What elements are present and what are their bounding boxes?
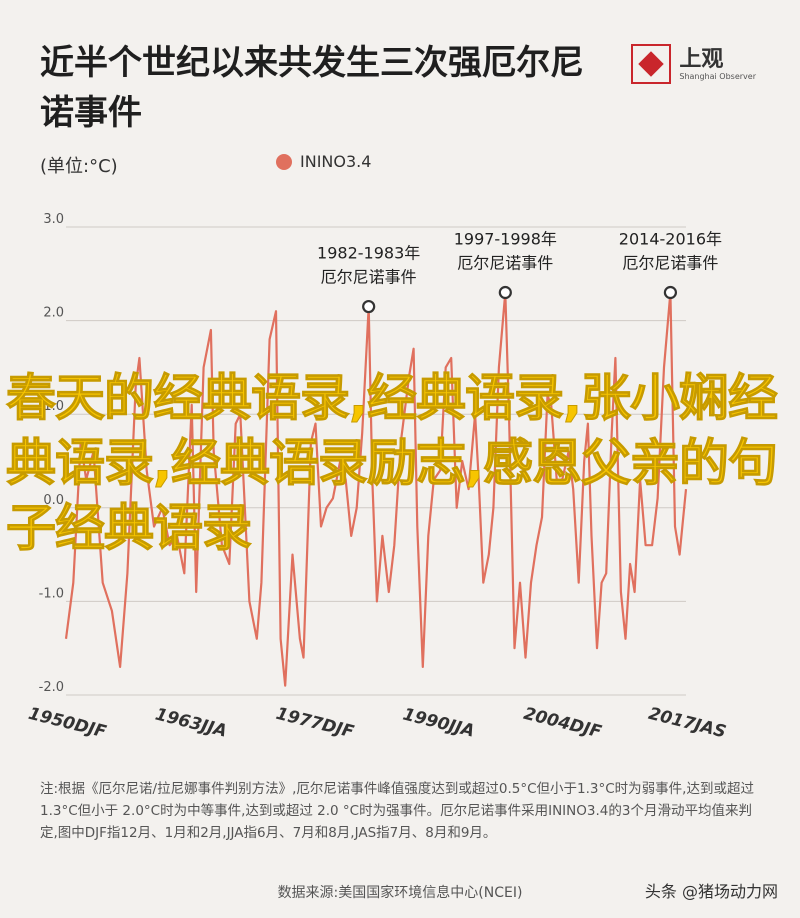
legend-marker <box>276 153 292 170</box>
line-chart: 3.0 2.0 1.0 0.0 -1.0 -2.0 1950DJF 1963JJA 1977D… <box>26 212 728 743</box>
overlay-watermark-text: 春天的经典语录,经典语录,张小娴经典语录,经典语录励志,感恩父亲的句子经典语录 <box>6 369 779 558</box>
annotation-period: 1997-1998年 <box>454 230 557 249</box>
peak-marker <box>663 285 678 300</box>
annotation-period: 1982-1983年 <box>317 244 420 263</box>
data-source: 数据来源:美国国家环境信息中心(NCEI) <box>277 885 523 901</box>
series-group <box>64 291 688 687</box>
y-tick-label: 1.0 <box>43 399 64 414</box>
legend: ININO3.4 <box>276 152 371 171</box>
peak-marker <box>498 285 512 300</box>
y-axis-ticks: 3.0 2.0 1.0 0.0 -1.0 -2.0 <box>39 212 64 695</box>
x-tick-label: 1990JJA <box>401 705 477 742</box>
legend-label: ININO3.4 <box>300 152 372 171</box>
chart-title: 近半个世纪以来共发生三次强厄尔尼诺事件 <box>40 43 584 133</box>
annotation-event: 厄尔尼诺事件 <box>622 254 718 273</box>
y-tick-label: 2.0 <box>43 306 64 321</box>
y-tick-label: -1.0 <box>39 586 64 601</box>
platform-caption: 头条 @猪场动力网 <box>644 882 778 901</box>
x-tick-label: 1963JJA <box>153 705 229 742</box>
shanghai-observer-logo-icon <box>631 44 672 84</box>
unit-label: (单位:°C) <box>40 156 118 177</box>
annotation-period: 2014-2016年 <box>619 230 722 249</box>
brand-name: 上观 <box>679 46 724 72</box>
x-tick-label: 2004DJF <box>522 704 604 743</box>
series-line-ININO3.4 <box>64 291 688 687</box>
annotation-event: 厄尔尼诺事件 <box>457 254 553 273</box>
x-tick-label: 1977DJF <box>274 704 356 743</box>
y-tick-label: -2.0 <box>39 680 64 695</box>
brand-logo-block: 上观 Shanghai Observer <box>631 44 756 84</box>
x-tick-label: 2017JAS <box>646 704 728 743</box>
y-tick-label: 0.0 <box>43 493 64 508</box>
y-tick-label: 3.0 <box>43 212 64 227</box>
annotations: 1982-1983年厄尔尼诺事件1997-1998年厄尔尼诺事件2014-201… <box>317 230 722 314</box>
footnote: 注:根据《厄尔尼诺/拉尼娜事件判别方法》,厄尔尼诺事件峰值强度达到或超过0.5°… <box>40 781 754 841</box>
x-tick-label: 1950DJF <box>26 704 108 743</box>
x-axis-ticks: 1950DJF 1963JJA 1977DJF 1990JJA 2004DJF 2017J… <box>26 704 728 743</box>
brand-subtitle: Shanghai Observer <box>679 71 756 81</box>
peak-marker <box>362 299 376 314</box>
annotation-event: 厄尔尼诺事件 <box>321 268 417 287</box>
